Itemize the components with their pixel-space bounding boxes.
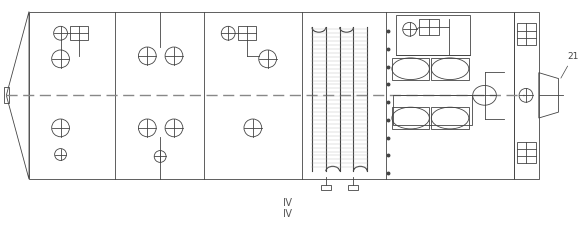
Bar <box>396 16 470 55</box>
Bar <box>517 142 536 163</box>
Bar <box>70 26 88 40</box>
Bar <box>4 87 9 103</box>
Bar <box>392 107 429 129</box>
Bar <box>419 19 439 35</box>
Bar <box>393 95 472 125</box>
Bar <box>321 185 331 190</box>
Text: 21: 21 <box>561 52 579 78</box>
Bar <box>432 107 469 129</box>
Bar <box>514 11 539 179</box>
Bar <box>432 58 469 80</box>
Bar <box>392 58 429 80</box>
Text: Ⅳ: Ⅳ <box>283 209 292 219</box>
Bar <box>349 185 358 190</box>
Text: Ⅳ: Ⅳ <box>283 198 292 208</box>
Bar <box>517 23 536 45</box>
Bar <box>238 26 256 40</box>
Bar <box>29 11 514 179</box>
